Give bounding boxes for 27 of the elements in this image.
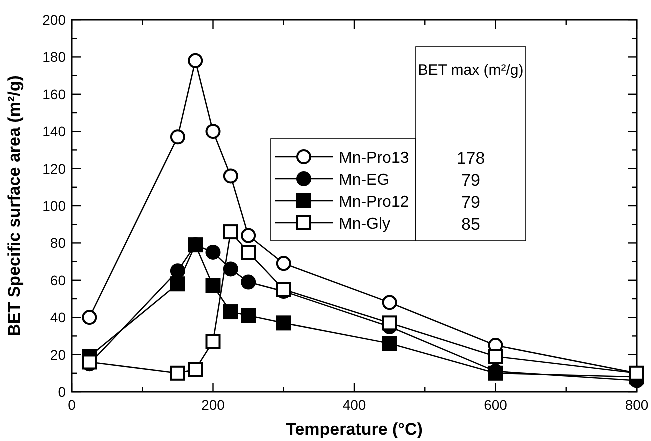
annotation: 85 — [462, 215, 480, 234]
y-tick-label: 80 — [50, 235, 66, 252]
y-tick-label: 100 — [42, 198, 66, 214]
legend-label: Mn-Gly — [339, 216, 391, 233]
x-tick-label: 800 — [625, 397, 649, 413]
y-tick-label: 160 — [42, 86, 66, 102]
y-tick-label: 140 — [42, 124, 66, 140]
annotation: 79 — [462, 193, 480, 212]
annotation: BET max (m²/g) — [418, 62, 524, 79]
y-tick-label: 40 — [50, 310, 66, 326]
y-tick-label: 60 — [50, 272, 66, 288]
y-tick-label: 0 — [58, 384, 66, 400]
y-tick-label: 200 — [42, 12, 66, 28]
y-tick-label: 120 — [42, 160, 66, 177]
y-tick-label: 180 — [42, 49, 66, 66]
y-axis-title: BET Specific surface area (m²/g) — [5, 76, 24, 336]
annotation: 79 — [462, 171, 480, 190]
annotation: 178 — [456, 149, 486, 168]
x-tick-label: 400 — [342, 397, 366, 413]
x-tick-label: 600 — [484, 397, 508, 413]
x-tick-label: 200 — [202, 397, 226, 413]
y-tick-label: 20 — [50, 346, 66, 363]
legend-label: Mn-EG — [339, 172, 390, 189]
legend-label: Mn-Pro13 — [339, 150, 410, 167]
x-axis-title: Temperature (°C) — [286, 420, 423, 439]
legend-label: Mn-Pro12 — [339, 194, 410, 211]
x-tick-label: 0 — [68, 397, 76, 413]
